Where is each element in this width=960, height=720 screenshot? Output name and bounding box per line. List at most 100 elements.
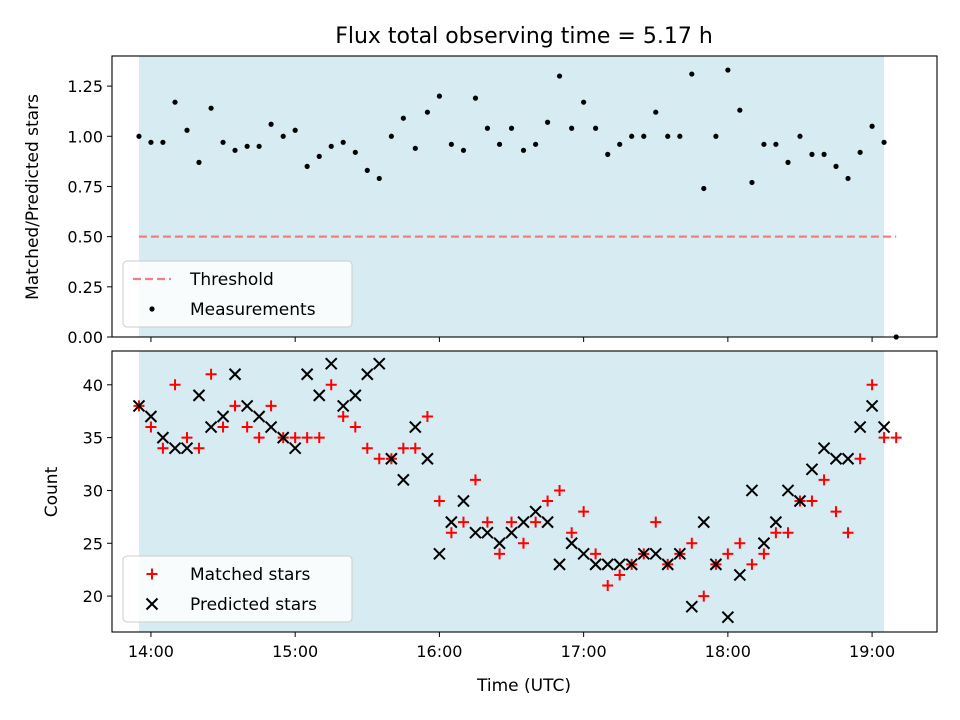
predicted-star-point <box>793 494 807 508</box>
measurement-point <box>869 123 875 129</box>
measurement-point <box>713 133 719 139</box>
predicted-star-point <box>649 547 662 561</box>
predicted-star-point <box>204 420 218 434</box>
matched-star-point <box>566 527 578 539</box>
matched-star-point <box>421 410 433 422</box>
predicted-star-point <box>877 420 891 434</box>
legend-box <box>122 555 353 623</box>
predicted-star-point <box>865 399 879 413</box>
predicted-star-point <box>673 547 687 561</box>
measurement-point <box>232 147 238 153</box>
x-tick-label: 19:00 <box>849 642 895 661</box>
predicted-star-point <box>264 420 278 434</box>
measurement-point <box>376 175 382 182</box>
legend-measurement-swatch <box>149 306 155 312</box>
matched-star-point <box>361 442 373 454</box>
predicted-star-point <box>361 368 374 381</box>
matched-star-point <box>842 527 854 539</box>
y-tick-label: 0.00 <box>67 328 103 347</box>
predicted-star-point <box>144 410 158 423</box>
predicted-star-point <box>517 515 530 529</box>
matched-star-point <box>686 537 698 549</box>
predicted-star-point <box>228 368 242 381</box>
measurement-point <box>304 163 310 169</box>
matched-star-point <box>602 580 614 592</box>
measurement-point <box>520 147 527 153</box>
predicted-star-point <box>409 420 422 434</box>
measurement-point <box>400 115 406 121</box>
predicted-star-point <box>132 399 146 413</box>
measurement-point <box>364 167 370 174</box>
measurement-point <box>785 159 791 165</box>
measurement-point <box>184 127 190 133</box>
axes-frame <box>111 55 938 338</box>
predicted-star-point <box>565 537 578 550</box>
matched-star-point <box>878 432 890 444</box>
matched-star-point <box>205 368 217 380</box>
y-tick-label: 0.50 <box>67 228 103 247</box>
measurement-point <box>617 141 623 147</box>
measurement-point <box>533 141 539 147</box>
matched-star-point <box>542 495 554 507</box>
measurement-point <box>653 109 659 115</box>
measurement-point <box>857 149 863 155</box>
legend-label: Predicted stars <box>190 595 317 615</box>
predicted-star-point <box>685 600 699 613</box>
matched-star-point <box>433 495 445 507</box>
matched-star-point <box>409 442 421 454</box>
matched-star-point <box>181 432 193 444</box>
measurement-point <box>809 151 815 157</box>
legend-label: Measurements <box>190 300 316 320</box>
legend-label: Matched stars <box>190 565 310 585</box>
measurement-point <box>136 133 142 139</box>
predicted-star-point <box>709 558 723 571</box>
plot-markers <box>136 67 899 340</box>
matched-star-point <box>650 516 662 528</box>
matched-star-point <box>758 548 770 560</box>
measurement-point <box>148 139 154 145</box>
matched-star-point <box>289 432 301 444</box>
measurement-point <box>208 105 214 111</box>
predicted-star-point <box>349 389 362 402</box>
matched-star-point <box>590 548 602 560</box>
measurement-point <box>737 107 743 113</box>
predicted-star-point <box>336 399 350 413</box>
predicted-star-point <box>385 452 398 465</box>
matched-star-point <box>818 474 830 486</box>
measurement-point <box>508 125 515 131</box>
y-tick-label: 1.00 <box>67 127 103 146</box>
matched-star-point <box>806 495 818 507</box>
measurement-point <box>172 99 178 105</box>
measurement-point <box>484 125 491 131</box>
measurement-point <box>665 133 671 139</box>
y-tick-label: 40 <box>83 376 103 395</box>
matched-star-point <box>734 537 746 549</box>
matched-star-point <box>457 516 469 528</box>
measurement-point <box>629 133 635 139</box>
x-tick-label: 16:00 <box>416 642 462 661</box>
plot-markers <box>132 357 902 624</box>
x-tick-label: 17:00 <box>561 642 607 661</box>
measurement-point <box>448 141 454 147</box>
measurement-point <box>496 141 503 147</box>
predicted-star-point <box>553 558 566 571</box>
predicted-star-point <box>817 441 831 455</box>
y-tick-label: 20 <box>83 587 103 606</box>
measurement-point <box>581 99 587 105</box>
measurement-point <box>412 145 418 151</box>
predicted-star-point <box>373 357 386 370</box>
matched-star-point <box>854 453 866 465</box>
legend-predicted-swatch <box>145 597 159 611</box>
measurement-point <box>244 143 250 149</box>
matched-star-point <box>517 537 529 549</box>
matched-star-point <box>145 421 157 433</box>
predicted-star-point <box>841 452 855 465</box>
measurement-point <box>160 139 166 145</box>
measurement-point <box>424 109 431 115</box>
matched-star-point <box>469 474 481 486</box>
measurement-point <box>556 73 563 79</box>
predicted-star-point <box>637 547 650 561</box>
matched-star-point <box>157 442 169 454</box>
predicted-star-point <box>529 505 542 518</box>
